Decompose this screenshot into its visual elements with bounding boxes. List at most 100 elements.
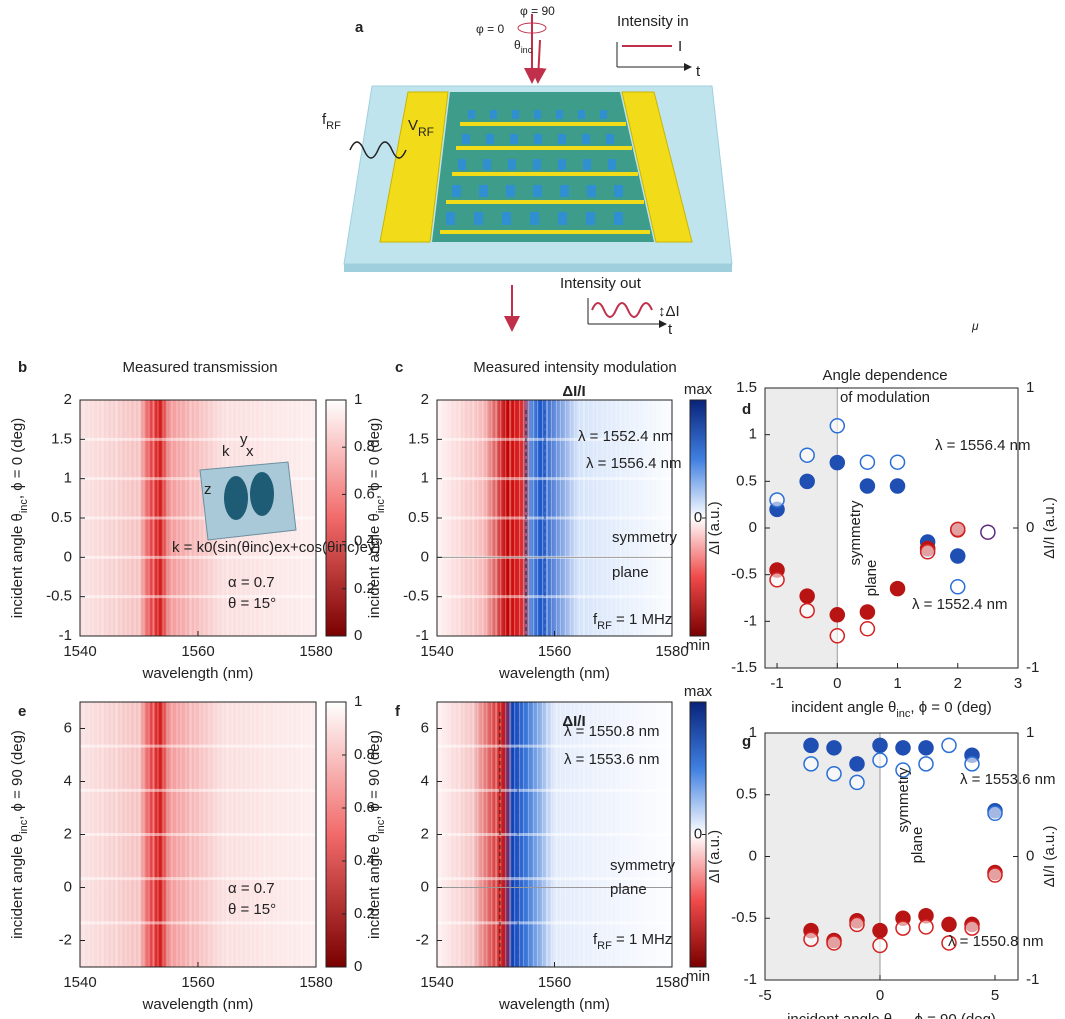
y-tick-label: -1: [744, 971, 757, 988]
marker: [829, 628, 846, 644]
text-part: inc: [18, 499, 30, 514]
panel-label: c: [395, 359, 403, 376]
marker: [769, 492, 785, 508]
y2-axis-label: ΔI/I (a.u.): [1041, 497, 1058, 559]
x-tick-label: 1: [893, 675, 901, 692]
text-part: incident angle θ: [787, 1011, 892, 1019]
text-part: V: [408, 117, 418, 134]
schematic-text: t: [668, 321, 673, 338]
text-part: , ϕ = 0 (deg): [910, 699, 991, 716]
electrode: [621, 91, 693, 243]
chart-title: Angle dependence: [822, 367, 947, 384]
marker: [799, 588, 815, 604]
y-tick-label: 4: [64, 772, 72, 789]
marker: [950, 521, 966, 538]
y-tick-label: 0.5: [736, 472, 757, 489]
y-axis-label: incident angle θinc, ϕ = 90 (deg): [366, 730, 387, 939]
annotation: λ = 1550.8 nm: [948, 933, 1043, 950]
electrode: [379, 91, 449, 243]
y-tick-label: 2: [421, 825, 429, 842]
colorbar-label: 0.6: [354, 799, 375, 816]
y-tick-label: 2: [64, 825, 72, 842]
marker: [964, 756, 980, 772]
y-axis-label: incident angle θinc, ϕ = 0 (deg): [366, 418, 387, 619]
x-tick-label: 1580: [655, 643, 688, 660]
marker: [987, 805, 1003, 822]
colorbar-label: min: [686, 968, 710, 985]
text-part: RF: [597, 940, 612, 952]
annotation: plane: [909, 827, 926, 864]
y2-axis-label: ΔI/I (a.u.): [1041, 826, 1058, 888]
marker: [769, 572, 785, 588]
marker: [941, 916, 957, 933]
colorbar-label: 0: [354, 958, 362, 975]
marker: [941, 737, 957, 754]
text-part: θ: [514, 38, 521, 52]
annotation: z: [204, 481, 212, 498]
marker: [859, 454, 876, 470]
y-tick-label: 0.5: [408, 509, 429, 526]
annotation: symmetry: [610, 857, 675, 874]
y-tick-label: 0.5: [51, 509, 72, 526]
colorbar-label: 0.8: [354, 746, 375, 763]
y-tick-label: -2: [416, 931, 429, 948]
text-part: RF: [418, 125, 434, 139]
y2-tick-label: 1: [1026, 724, 1034, 741]
schematic-text: Intensity in: [617, 13, 689, 30]
text-part: incident angle θ: [9, 834, 26, 939]
y-tick-label: -2: [59, 931, 72, 948]
y-tick-label: 0: [749, 519, 757, 536]
colorbar-label: 1: [354, 391, 362, 408]
annotation: symmetry: [895, 767, 912, 832]
y-axis-label: ΔI (a.u.): [706, 501, 723, 554]
marker: [826, 766, 842, 782]
y-tick-label: 1: [749, 426, 757, 443]
marker: [826, 935, 842, 951]
text-part: incident angle θ: [366, 834, 383, 939]
chart-title: Measured intensity modulation: [473, 359, 676, 376]
y-tick-label: 1: [421, 470, 429, 487]
schematic-text: φ = 90: [520, 4, 555, 18]
text-part: , ϕ = 0 (deg): [9, 418, 26, 499]
text-part: inc: [896, 708, 911, 720]
y-tick-label: 0: [64, 878, 72, 895]
annotation: α = 0.7: [228, 574, 275, 591]
annotation: fRF = 1 MHz: [593, 931, 672, 952]
annotation: symmetry: [847, 500, 864, 565]
x-tick-label: 1540: [63, 643, 96, 660]
y-axis-label: ΔI (a.u.): [706, 830, 723, 883]
colorbar-label: 0.2: [354, 905, 375, 922]
heading: ΔI/I: [562, 713, 585, 730]
colorbar-label: 0.6: [354, 485, 375, 502]
y-tick-label: 0: [421, 548, 429, 565]
chart-title: Measured transmission: [122, 359, 277, 376]
y-tick-label: -1: [416, 627, 429, 644]
y2-tick-label: -1: [1026, 971, 1039, 988]
bars: [440, 122, 650, 234]
text-part: RF: [597, 620, 612, 632]
x-tick-label: 1540: [63, 974, 96, 991]
symmetry-region: [765, 733, 880, 980]
y-tick-label: -0.5: [46, 588, 72, 605]
text-part: RF: [326, 120, 341, 132]
y2-tick-label: 0: [1026, 847, 1034, 864]
y-tick-label: -0.5: [731, 909, 757, 926]
marker: [941, 935, 957, 951]
colorbar: [325, 701, 347, 968]
marker: [799, 473, 815, 490]
schematic-text: μ: [971, 319, 979, 333]
text-part: f: [322, 111, 327, 128]
marker: [895, 920, 911, 936]
colorbar-label: 0: [694, 825, 702, 842]
marker: [859, 478, 876, 494]
panel-label: a: [355, 19, 364, 36]
marker: [950, 548, 966, 564]
panel-label: g: [742, 733, 751, 750]
x-axis-label: incident angle θinc, ϕ = 90 (deg): [787, 1011, 996, 1019]
text-part: f: [593, 611, 598, 628]
marker: [803, 931, 819, 947]
text-part: incident angle θ: [791, 699, 896, 716]
intensity-wave: [591, 302, 653, 318]
schematic-text: I: [678, 38, 682, 55]
